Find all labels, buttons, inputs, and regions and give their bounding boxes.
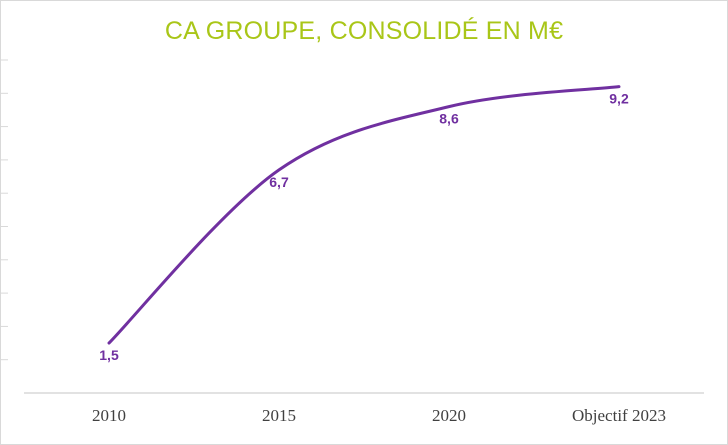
left-tick-marks — [0, 59, 8, 361]
category-label: 2010 — [92, 406, 126, 425]
series-line — [107, 85, 621, 345]
data-label: 8,6 — [439, 111, 459, 127]
data-labels: 1,5 6,7 8,6 9,2 — [99, 91, 629, 363]
data-label: 9,2 — [609, 91, 629, 107]
category-label: Objectif 2023 — [572, 406, 666, 425]
data-label: 6,7 — [269, 174, 289, 190]
category-label: 2020 — [432, 406, 466, 425]
category-label: 2015 — [262, 406, 296, 425]
category-labels: 2010 2015 2020 Objectif 2023 — [92, 406, 666, 425]
data-label: 1,5 — [99, 347, 119, 363]
chart-title: CA GROUPE, CONSOLIDÉ EN M€ — [164, 17, 564, 45]
